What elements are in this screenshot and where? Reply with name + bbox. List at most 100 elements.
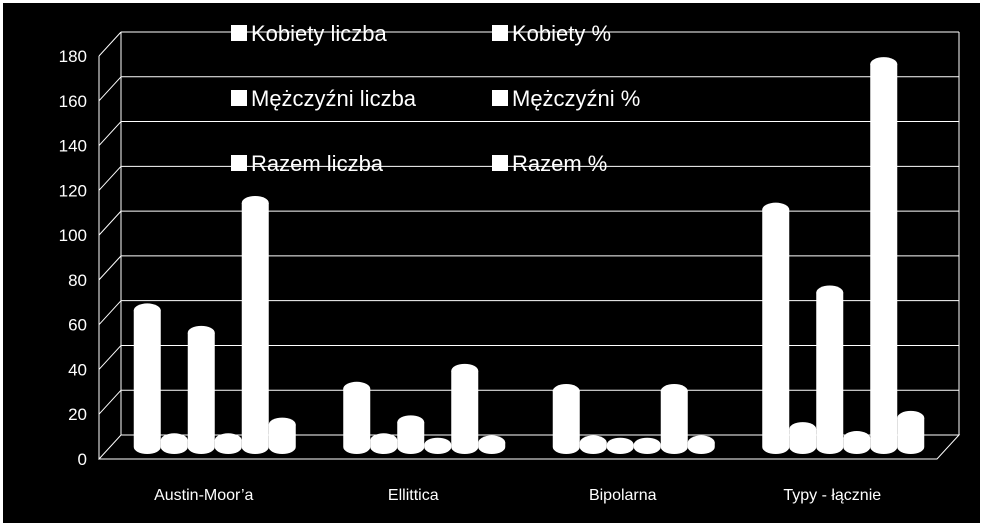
bar-top (789, 422, 817, 437)
bar-top (843, 431, 871, 446)
legend-item: Kobiety liczba (231, 21, 388, 46)
chart-area: 0 20 40 60 80 100 120 140 160 180 Austin-Moor’a El… (3, 3, 980, 523)
bar (397, 415, 425, 454)
bar-body (870, 64, 898, 455)
legend-label: Kobiety liczba (251, 21, 388, 46)
x-axis: Austin-Moor’a Ellittica Bipolarna Typy - łą… (154, 487, 881, 504)
bar (187, 325, 215, 454)
y-tick-label: 160 (59, 92, 87, 111)
bar-top (133, 303, 161, 318)
bar (870, 57, 898, 455)
legend-label: Razem liczba (251, 151, 384, 176)
bar-body (268, 424, 296, 454)
bar (762, 202, 790, 454)
bar-body (397, 422, 425, 454)
legend-swatch (231, 25, 247, 41)
bar (552, 384, 580, 454)
bar-body (789, 429, 817, 454)
side-gridline (98, 255, 122, 281)
chart-walls (97, 32, 961, 460)
bar (660, 384, 688, 454)
legend-label: Mężczyźni liczba (251, 86, 417, 111)
bar-top (187, 325, 215, 340)
bar-top (268, 417, 296, 432)
bar (478, 435, 506, 454)
bar-top (633, 437, 661, 452)
bar (424, 437, 452, 454)
y-tick-label: 120 (59, 181, 87, 200)
bar-top (762, 202, 790, 217)
legend-label: Mężczyźni % (512, 86, 640, 111)
legend-swatch (492, 25, 508, 41)
side-gridline (98, 210, 122, 236)
bar-top (241, 195, 269, 210)
bar-top (478, 435, 506, 450)
bar (789, 422, 817, 454)
bar-body (552, 391, 580, 454)
bar-top (160, 433, 188, 448)
chart-floor (97, 434, 961, 460)
side-gridline (98, 76, 122, 102)
y-tick-label: 140 (59, 137, 87, 156)
x-tick-label: Ellittica (388, 487, 439, 504)
y-tick-label: 20 (68, 405, 87, 424)
legend-swatch (492, 155, 508, 171)
bar-body (343, 388, 371, 454)
bar (816, 285, 844, 454)
bar-top (397, 415, 425, 430)
x-tick-label: Bipolarna (589, 487, 657, 504)
legend-swatch (231, 90, 247, 106)
bar-top (451, 363, 479, 378)
y-tick-label: 0 (78, 450, 87, 469)
y-axis: 0 20 40 60 80 100 120 140 160 180 (59, 47, 100, 469)
bar (843, 431, 871, 454)
bar (633, 437, 661, 454)
x-tick-label: Typy - łącznie (783, 487, 881, 504)
bar-top (343, 381, 371, 396)
bar (579, 435, 607, 454)
legend-label: Razem % (512, 151, 607, 176)
side-gridline (98, 31, 122, 57)
legend-swatch (492, 90, 508, 106)
bar-body (241, 202, 269, 454)
side-gridline (98, 389, 122, 415)
bar (897, 410, 925, 454)
bar-body (133, 310, 161, 454)
bar-body (762, 209, 790, 454)
bar (343, 381, 371, 454)
bar-top (214, 433, 242, 448)
bar (241, 195, 269, 454)
bar-top (579, 435, 607, 450)
bar-body (660, 391, 688, 454)
y-tick-label: 60 (68, 316, 87, 335)
bar (687, 435, 715, 454)
legend-item: Kobiety % (492, 21, 611, 46)
bar-body (897, 417, 925, 454)
bar-top (897, 410, 925, 425)
bar (268, 417, 296, 454)
y-tick-label: 80 (68, 271, 87, 290)
bar-top (816, 285, 844, 300)
x-tick-label: Austin-Moor’a (154, 487, 253, 504)
bar-top (660, 384, 688, 399)
bar (606, 437, 634, 454)
bar (451, 363, 479, 454)
y-tick-label: 180 (59, 47, 87, 66)
bar-chart: 0 20 40 60 80 100 120 140 160 180 Austin-Moor’a El… (59, 21, 961, 504)
bar-body (187, 332, 215, 454)
bars (133, 57, 925, 455)
bar (133, 303, 161, 454)
legend-item: Mężczyźni liczba (231, 86, 417, 111)
bar-top (606, 437, 634, 452)
bar-body (816, 292, 844, 454)
bar (160, 433, 188, 454)
side-gridline (98, 345, 122, 370)
bar-top (687, 435, 715, 450)
y-tick-label: 40 (68, 360, 87, 379)
bar-top (552, 384, 580, 399)
bar-top (870, 57, 898, 72)
bar (370, 433, 398, 454)
bar-top (370, 433, 398, 448)
legend-item: Razem % (492, 151, 607, 176)
